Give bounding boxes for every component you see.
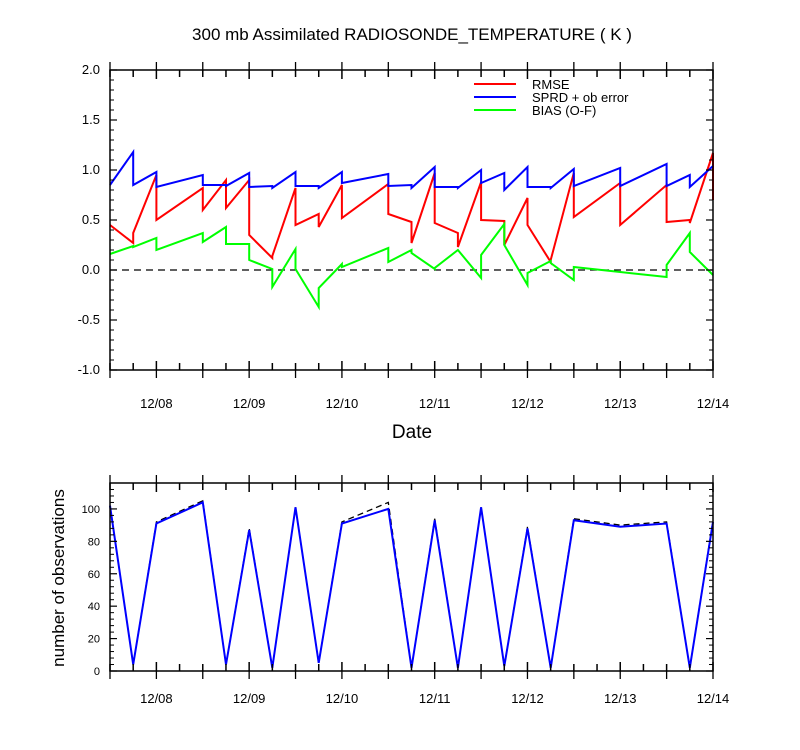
series-line-observations-used xyxy=(109,500,714,668)
x-tick-label: 12/08 xyxy=(140,396,173,411)
y-tick-label: 60 xyxy=(88,569,100,581)
series-group xyxy=(109,499,714,668)
axes-group: 2.0 1.5 1.0 0.5 0.0 -0.5 -1.0 12/08 12/09 12/10 12… xyxy=(78,62,730,411)
y-tick-label: 20 xyxy=(88,634,100,646)
y-tick-label: 40 xyxy=(88,601,100,613)
plot-frame xyxy=(109,482,714,672)
chart-top: 300 mb Assimilated RADIOSONDE_TEMPERATUR… xyxy=(78,25,730,443)
y-tick-label: 1.0 xyxy=(82,162,100,177)
y-tick-label: 0.0 xyxy=(82,262,100,277)
y-tick-label: 0 xyxy=(94,666,100,678)
x-tick-label: 12/13 xyxy=(604,691,637,706)
series-line-sprd-ob-error xyxy=(109,148,714,193)
plot-frame xyxy=(109,69,714,371)
y-tick-label: -1.0 xyxy=(78,362,100,377)
x-tick-label: 12/12 xyxy=(511,691,544,706)
x-tick-label: 12/08 xyxy=(140,691,173,706)
chart-bottom: 100 80 60 40 20 0 12/08 12/09 12/10 12/11 12/12 12/… xyxy=(49,475,729,706)
legend-label-rmse: RMSE xyxy=(532,77,570,92)
x-tick-label: 12/11 xyxy=(419,396,451,411)
x-tick-label: 12/11 xyxy=(419,691,451,706)
y-tick-label: 100 xyxy=(82,504,100,516)
x-tick-label: 12/10 xyxy=(326,691,359,706)
series-line-bias-o-f xyxy=(109,220,714,311)
x-tick-label: 12/10 xyxy=(326,396,359,411)
axes-group: 100 80 60 40 20 0 12/08 12/09 12/10 12/11 12/12 12/… xyxy=(82,475,730,706)
x-tick-label: 12/09 xyxy=(233,691,266,706)
chart-title: 300 mb Assimilated RADIOSONDE_TEMPERATUR… xyxy=(192,25,632,44)
legend-label-bias-o-f: BIAS (O-F) xyxy=(532,103,596,118)
y-tick-label: 80 xyxy=(88,536,100,548)
y-axis-label: number of observations xyxy=(49,489,68,667)
y-tick-label: 0.5 xyxy=(82,212,100,227)
y-tick-label: -0.5 xyxy=(78,312,100,327)
series-line-rmse xyxy=(109,152,714,266)
legend-label-sprd-ob-error: SPRD + ob error xyxy=(532,90,629,105)
y-tick-label: 2.0 xyxy=(82,62,100,77)
x-tick-label: 12/12 xyxy=(511,396,544,411)
y-tick-label: 1.5 xyxy=(82,112,100,127)
x-tick-label: 12/14 xyxy=(697,396,730,411)
series-group xyxy=(109,148,714,311)
x-tick-label: 12/09 xyxy=(233,396,266,411)
x-tick-label: 12/13 xyxy=(604,396,637,411)
x-axis-label: Date xyxy=(392,422,432,443)
x-tick-label: 12/14 xyxy=(697,691,730,706)
